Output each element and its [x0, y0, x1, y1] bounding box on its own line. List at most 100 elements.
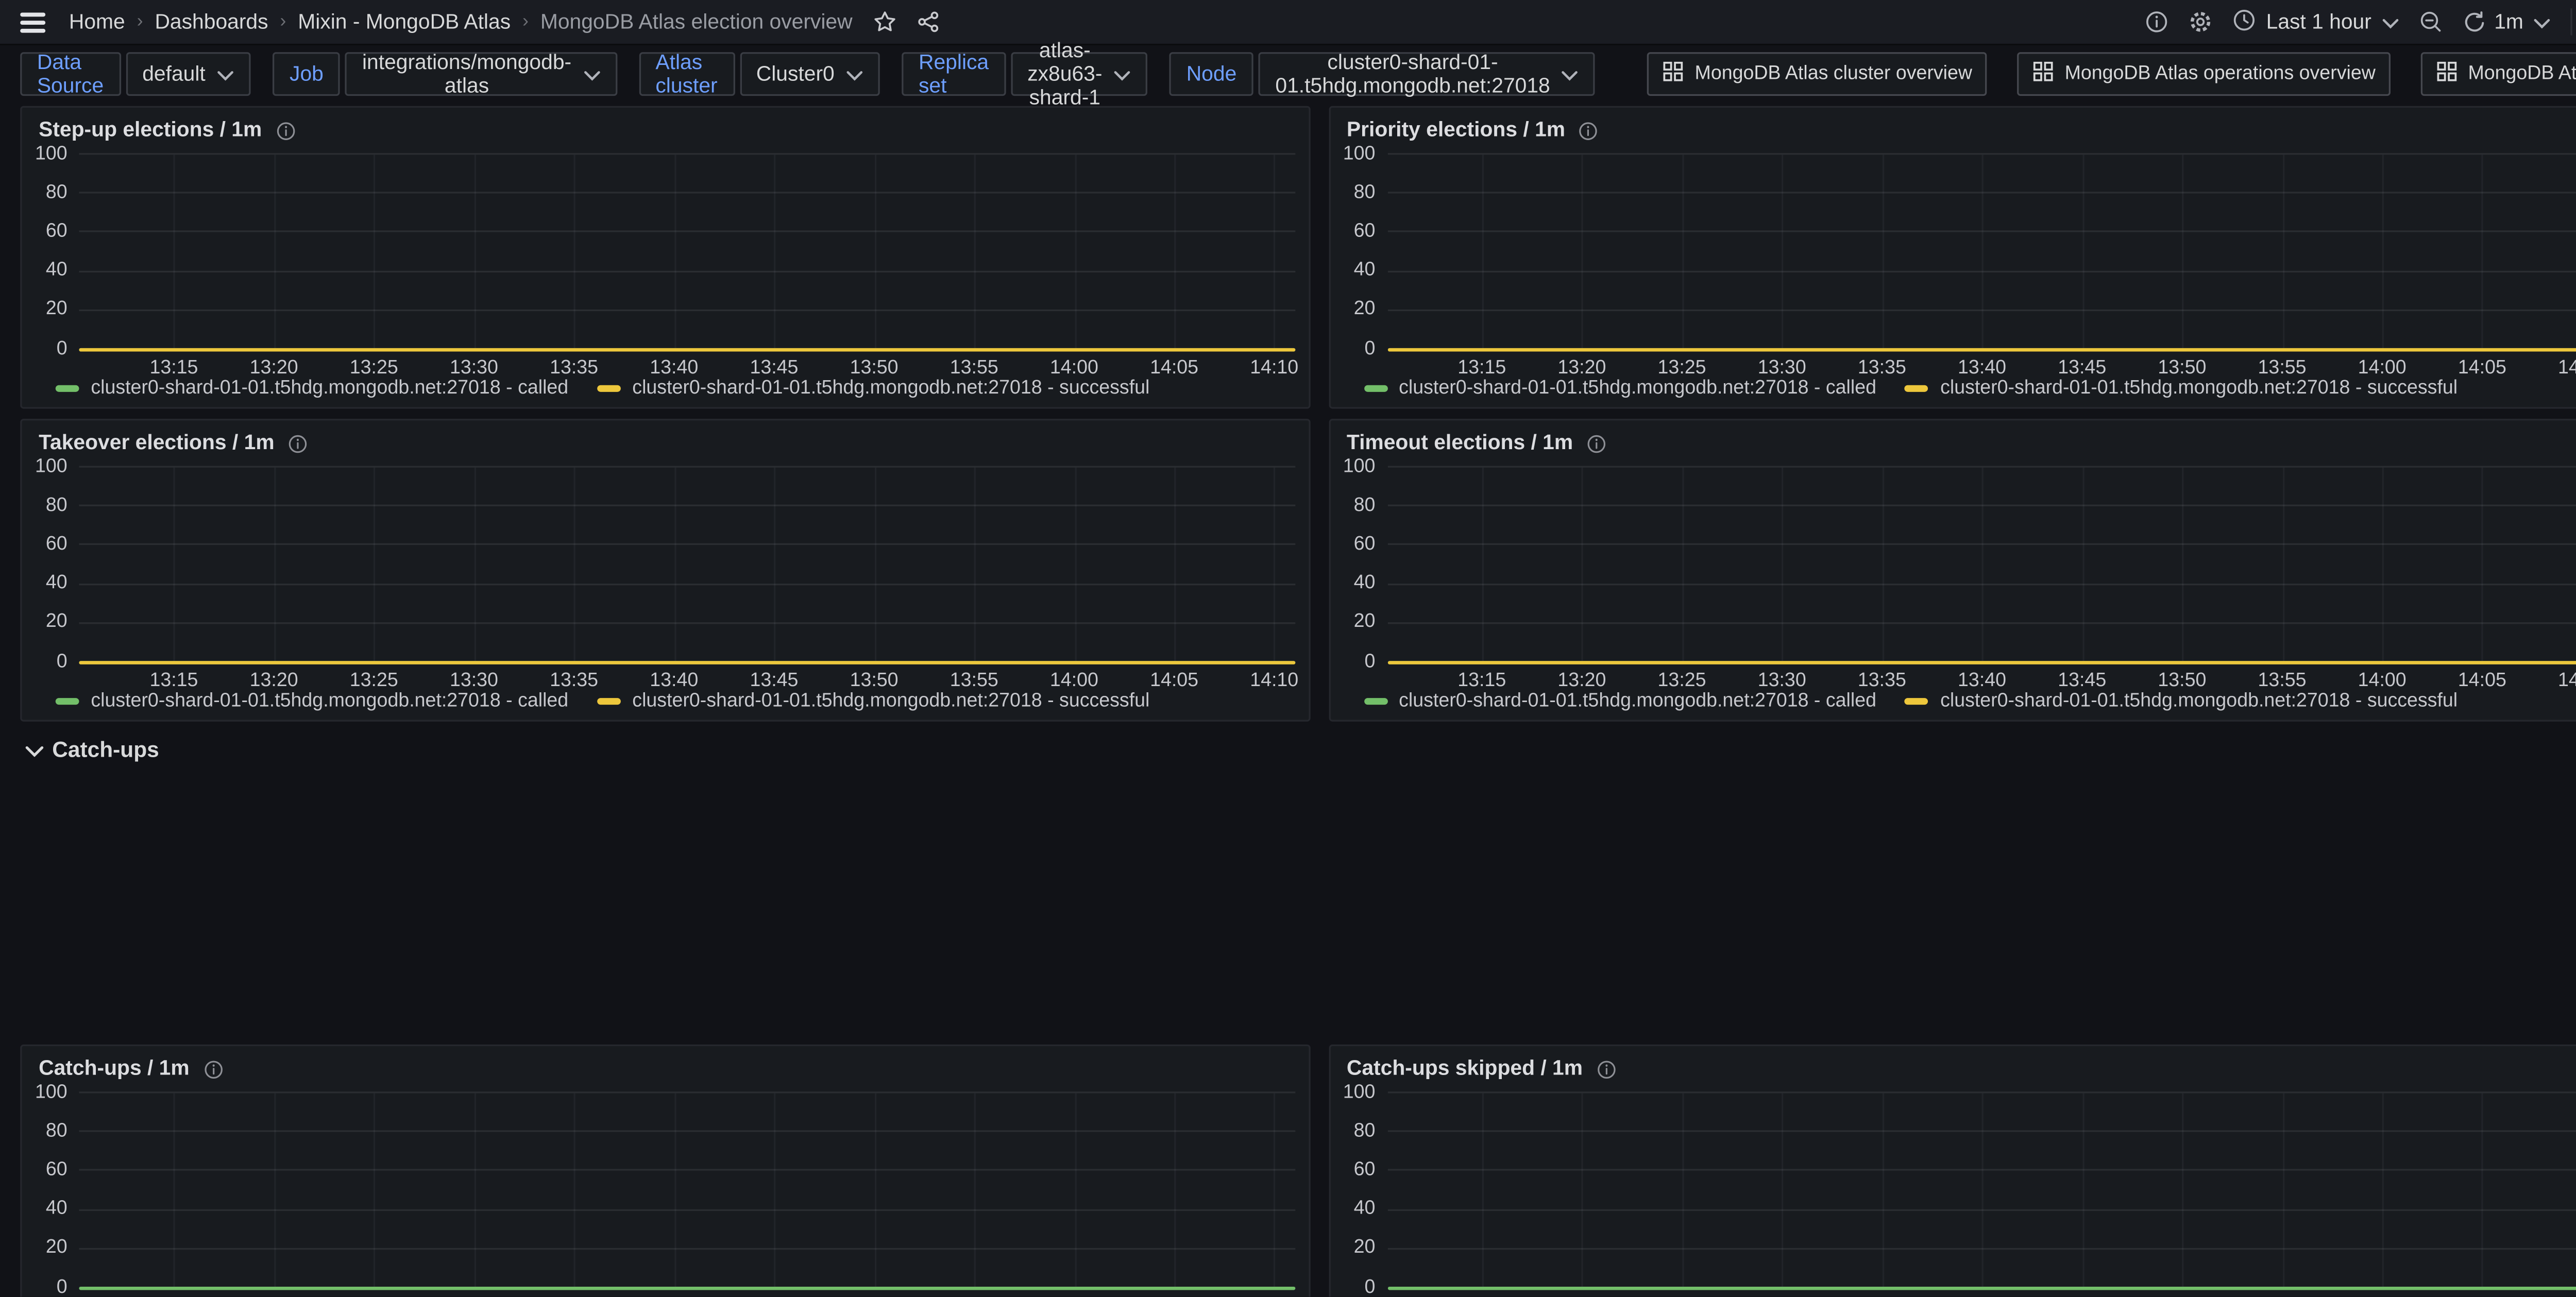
chevron-down-icon — [2381, 10, 2398, 34]
x-axis-label: 13:30 — [449, 358, 498, 379]
x-gridline — [2382, 467, 2384, 663]
legend-item[interactable]: cluster0-shard-01-01.t5hdg.mongodb.net:2… — [1905, 691, 2458, 711]
legend: cluster0-shard-01-01.t5hdg.mongodb.net:2… — [1363, 379, 2458, 399]
panel-title[interactable]: Takeover elections / 1m — [39, 430, 275, 454]
plot-area: 100 80 60 40 20 0 13:15 13:20 13:25 13:30 13:35 13:… — [35, 457, 1298, 690]
topbar-divider — [2570, 8, 2572, 36]
panel-info-icon[interactable] — [288, 433, 308, 453]
y-axis-label: 60 — [45, 1159, 67, 1181]
series-line-green — [79, 1286, 1295, 1290]
dashboard-settings-button[interactable] — [2179, 0, 2223, 45]
legend-item[interactable]: cluster0-shard-01-01.t5hdg.mongodb.net:2… — [597, 691, 1150, 712]
x-axis-label: 13:55 — [950, 671, 998, 692]
panel-info-icon[interactable] — [1586, 433, 1606, 453]
section-header-catch-ups[interactable]: Catch-ups — [20, 735, 2576, 764]
filter-value-text: Cluster0 — [756, 62, 835, 86]
x-axis-label: 13:45 — [750, 671, 799, 692]
panel-info-icon[interactable] — [1596, 1059, 1616, 1079]
y-gridline — [1387, 231, 2576, 233]
filter-value-dropdown-job[interactable]: integrations/mongodb-atlas — [345, 50, 617, 97]
filter-bar: Data Source default Job integrations/mongod… — [0, 39, 2576, 109]
y-axis-label: 60 — [45, 534, 67, 555]
zoom-out-time-button[interactable] — [2409, 0, 2452, 45]
legend: cluster0-shard-01-01.t5hdg.mongodb.net:2… — [55, 691, 1150, 712]
legend-swatch — [55, 385, 79, 392]
legend-item[interactable]: cluster0-shard-01-01.t5hdg.mongodb.net:2… — [1905, 379, 2458, 399]
legend-item[interactable]: cluster0-shard-01-01.t5hdg.mongodb.net:2… — [55, 691, 568, 711]
dashboard-link-mongodb-atlas-cluster-overview[interactable]: MongoDB Atlas cluster overview — [1648, 52, 1988, 96]
y-gridline — [1387, 1169, 2576, 1171]
panel-header: Catch-ups skipped / 1m — [1330, 1046, 2576, 1080]
filter-group-data-source: Data Source default — [20, 50, 251, 97]
y-axis-label: 60 — [45, 221, 67, 242]
y-axis-label: 40 — [1353, 1199, 1376, 1219]
panel-info-icon[interactable] — [1579, 120, 1599, 140]
time-range-picker[interactable]: Last 1 hour — [2223, 0, 2409, 45]
legend-label: cluster0-shard-01-01.t5hdg.mongodb.net:2… — [91, 378, 569, 399]
x-axis-label: 14:05 — [2458, 358, 2506, 379]
x-gridline — [774, 467, 776, 663]
series-line-yellow — [79, 348, 1295, 352]
panel-header: Step-up elections / 1m — [22, 108, 1308, 141]
x-gridline — [874, 467, 876, 663]
y-gridline — [79, 583, 1295, 585]
menu-toggle-button[interactable] — [17, 0, 56, 45]
panel-title[interactable]: Priority elections / 1m — [1346, 117, 1566, 142]
y-gridline — [1387, 270, 2576, 272]
y-gridline — [1387, 1208, 2576, 1210]
panel-header: Catch-ups / 1m — [22, 1046, 1308, 1080]
filter-group-replica-set: Replica set atlas-zx8u63-shard-1 — [902, 39, 1148, 109]
apps-grid-icon — [2033, 61, 2055, 88]
dashboard-insights-button[interactable] — [2135, 0, 2179, 45]
filter-value-dropdown-atlas-cluster[interactable]: Cluster0 — [739, 52, 880, 96]
x-axis-label: 14:10 — [2558, 358, 2576, 379]
refresh-dashboard-button[interactable] — [2452, 0, 2491, 45]
chevron-down-icon — [583, 62, 600, 86]
breadcrumb-folder[interactable]: Mixin - MongoDB Atlas — [298, 10, 511, 34]
x-axis-label: 13:20 — [1557, 358, 1606, 379]
y-gridline — [1387, 466, 2576, 468]
panel-timeout-elections-1m: Timeout elections / 1m 100 80 60 40 20 0 13:15 1… — [1328, 419, 2576, 722]
legend-item[interactable]: cluster0-shard-01-01.t5hdg.mongodb.net:2… — [597, 379, 1149, 399]
filter-value-dropdown-node[interactable]: cluster0-shard-01-01.t5hdg.mongodb.net:2… — [1258, 50, 1596, 98]
y-axis-label: 40 — [1353, 260, 1376, 281]
x-gridline — [1582, 467, 1584, 663]
series-line-yellow — [1387, 661, 2576, 664]
legend-item[interactable]: cluster0-shard-01-01.t5hdg.mongodb.net:2… — [1363, 379, 1876, 399]
panel-title[interactable]: Catch-ups / 1m — [39, 1056, 190, 1080]
x-axis-label: 13:50 — [850, 671, 899, 692]
panel-title[interactable]: Step-up elections / 1m — [39, 117, 262, 142]
filter-value-dropdown-replica-set[interactable]: atlas-zx8u63-shard-1 — [1010, 39, 1148, 109]
panel-title[interactable]: Timeout elections / 1m — [1346, 430, 1573, 454]
legend-item[interactable]: cluster0-shard-01-01.t5hdg.mongodb.net:2… — [1363, 691, 1876, 711]
panel-info-icon[interactable] — [203, 1059, 223, 1079]
clock-icon — [2232, 8, 2256, 37]
y-axis-label: 20 — [45, 1238, 67, 1258]
x-gridline — [1782, 155, 1784, 350]
breadcrumb-current-page: MongoDB Atlas election overview — [540, 10, 853, 34]
x-gridline — [1782, 467, 1784, 663]
filter-value-text: atlas-zx8u63-shard-1 — [1027, 39, 1103, 110]
x-gridline — [2082, 155, 2084, 350]
dashboard-link-mongodb-atlas-operations-overview[interactable]: MongoDB Atlas operations overview — [2018, 52, 2391, 96]
breadcrumb-home[interactable]: Home — [69, 10, 125, 34]
legend-item[interactable]: cluster0-shard-01-01.t5hdg.mongodb.net:2… — [55, 378, 569, 399]
x-gridline — [2482, 1093, 2484, 1289]
x-axis-label: 14:00 — [2358, 671, 2406, 692]
panel-info-icon[interactable] — [275, 120, 295, 140]
filter-value-text: cluster0-shard-01-01.t5hdg.mongodb.net:2… — [1275, 50, 1550, 98]
share-dashboard-button[interactable] — [906, 0, 950, 45]
x-axis-label: 13:15 — [149, 358, 198, 379]
dashboard-link-mongodb-atlas-performance-overview[interactable]: MongoDB Atlas performance overview — [2421, 52, 2576, 96]
breadcrumb-dashboards[interactable]: Dashboards — [155, 10, 268, 34]
x-gridline — [874, 155, 876, 350]
legend-label: cluster0-shard-01-01.t5hdg.mongodb.net:2… — [632, 691, 1150, 712]
x-gridline — [1982, 155, 1984, 350]
share-icon — [917, 10, 940, 34]
refresh-interval-picker[interactable]: 1m — [2491, 0, 2561, 45]
x-axis-label: 13:30 — [1757, 358, 1806, 379]
plot-area: 100 80 60 40 20 0 13:15 13:20 13:25 13:30 13:35 13:… — [1343, 457, 2576, 690]
panel-title[interactable]: Catch-ups skipped / 1m — [1346, 1056, 1583, 1080]
favorite-dashboard-button[interactable] — [862, 0, 906, 45]
filter-value-dropdown-data-source[interactable]: default — [125, 52, 251, 96]
